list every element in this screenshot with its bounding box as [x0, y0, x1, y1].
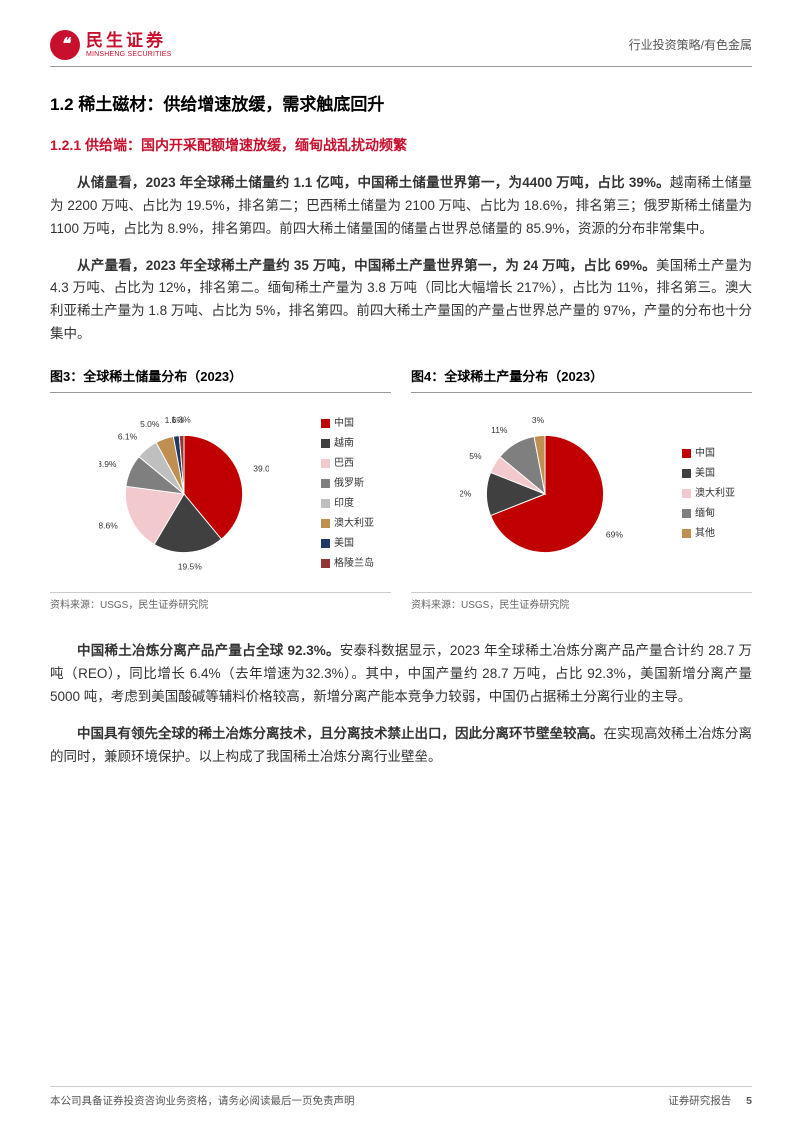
legend-item: 印度 — [321, 495, 391, 512]
chart-3-block: 图3：全球稀土储量分布（2023） 39.0% 19.5% 18.6% 8.9% 6.1… — [50, 366, 391, 614]
chart-4-legend: 中国美国澳大利亚缅甸其他 — [682, 445, 752, 542]
paragraph-refining: 中国稀土冶炼分离产品产量占全球 92.3%。安泰科数据显示，2023 年全球稀土… — [50, 640, 752, 709]
chart-3-body: 39.0%19.5%18.6%8.9%6.1%5.0%1.6%1.3% 中国越南… — [50, 401, 391, 586]
svg-text:11%: 11% — [491, 425, 508, 435]
footer-right: 证券研究报告 5 — [668, 1093, 752, 1111]
svg-text:5%: 5% — [469, 451, 482, 461]
chart-4-pie: 69% 12% 5% 11% 3% — [411, 409, 678, 579]
legend-item: 格陵兰岛 — [321, 555, 391, 572]
paragraph-production: 从产量看，2023 年全球稀土产量约 35 万吨，中国稀土产量世界第一，为 24… — [50, 255, 752, 347]
page-header: ❝ 民生证券 MINSHENG SECURITIES 行业投资策略/有色金属 — [50, 30, 752, 67]
footer-disclaimer: 本公司具备证券投资咨询业务资格，请务必阅读最后一页免责声明 — [50, 1093, 355, 1111]
svg-text:18.6%: 18.6% — [99, 520, 118, 530]
chart-3-pie: 39.0%19.5%18.6%8.9%6.1%5.0%1.6%1.3% — [50, 409, 317, 579]
legend-item: 中国 — [321, 415, 391, 432]
logo-icon: ❝ — [50, 30, 80, 60]
logo-en: MINSHENG SECURITIES — [86, 51, 171, 59]
page-number: 5 — [746, 1095, 752, 1107]
logo-cn: 民生证券 — [86, 32, 171, 51]
svg-text:69%: 69% — [605, 530, 622, 540]
svg-text:3%: 3% — [531, 415, 544, 425]
svg-text:1.3%: 1.3% — [171, 414, 191, 424]
chart-3-legend: 中国越南巴西俄罗斯印度澳大利亚美国格陵兰岛 — [321, 415, 391, 572]
legend-item: 缅甸 — [682, 505, 752, 522]
footer-report-type: 证券研究报告 — [668, 1095, 731, 1107]
legend-item: 巴西 — [321, 455, 391, 472]
legend-item: 美国 — [682, 465, 752, 482]
svg-text:5.0%: 5.0% — [140, 419, 160, 429]
p4-bold: 中国具有领先全球的稀土冶炼分离技术，且分离技术禁止出口，因此分离环节壁垒较高。 — [77, 726, 604, 741]
paragraph-tech: 中国具有领先全球的稀土冶炼分离技术，且分离技术禁止出口，因此分离环节壁垒较高。在… — [50, 723, 752, 769]
chart-4-source: 资料来源：USGS，民生证券研究院 — [411, 592, 752, 614]
svg-text:8.9%: 8.9% — [99, 459, 117, 469]
chart-4-block: 图4：全球稀土产量分布（2023） 69% 12% 5% 11% 3% 中国美国澳大利亚… — [411, 366, 752, 614]
chart-4-title: 图4：全球稀土产量分布（2023） — [411, 366, 752, 393]
logo-text: 民生证券 MINSHENG SECURITIES — [86, 32, 171, 58]
legend-item: 中国 — [682, 445, 752, 462]
legend-item: 俄罗斯 — [321, 475, 391, 492]
svg-text:6.1%: 6.1% — [117, 431, 137, 441]
svg-text:19.5%: 19.5% — [177, 562, 202, 572]
chart-3-source: 资料来源：USGS，民生证券研究院 — [50, 592, 391, 614]
legend-item: 其他 — [682, 525, 752, 542]
legend-item: 美国 — [321, 535, 391, 552]
subsection-heading: 1.2.1 供给端：国内开采配额增速放缓，缅甸战乱扰动频繁 — [50, 134, 752, 158]
paragraph-reserves: 从储量看，2023 年全球稀土储量约 1.1 亿吨，中国稀土储量世界第一，为44… — [50, 172, 752, 241]
section-heading: 1.2 稀土磁材：供给增速放缓，需求触底回升 — [50, 91, 752, 120]
charts-row: 图3：全球稀土储量分布（2023） 39.0% 19.5% 18.6% 8.9% 6.1… — [50, 366, 752, 614]
p1-bold: 从储量看，2023 年全球稀土储量约 1.1 亿吨，中国稀土储量世界第一，为44… — [77, 175, 670, 190]
legend-item: 澳大利亚 — [321, 515, 391, 532]
p2-bold: 从产量看，2023 年全球稀土产量约 35 万吨，中国稀土产量世界第一，为 24… — [77, 258, 656, 273]
logo: ❝ 民生证券 MINSHENG SECURITIES — [50, 30, 171, 60]
chart-3-title: 图3：全球稀土储量分布（2023） — [50, 366, 391, 393]
p3-bold: 中国稀土冶炼分离产品产量占全球 92.3%。 — [77, 643, 340, 658]
legend-item: 澳大利亚 — [682, 485, 752, 502]
svg-text:12%: 12% — [460, 488, 472, 498]
svg-text:39.0%: 39.0% — [253, 463, 269, 473]
chart-4-body: 69% 12% 5% 11% 3% 中国美国澳大利亚缅甸其他 — [411, 401, 752, 586]
legend-item: 越南 — [321, 435, 391, 452]
breadcrumb: 行业投资策略/有色金属 — [629, 35, 752, 55]
page-footer: 本公司具备证券投资咨询业务资格，请务必阅读最后一页免责声明 证券研究报告 5 — [50, 1086, 752, 1111]
